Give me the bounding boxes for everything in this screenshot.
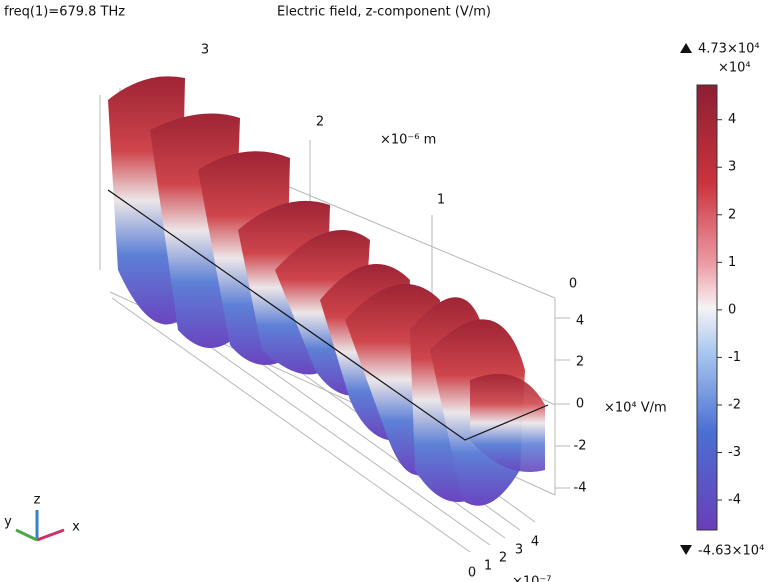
triad: z x y [4,493,80,542]
x-tick-label: 2 [499,551,507,566]
colorbar-tick-label: -2 [728,397,741,412]
colorbar-tick-label: 1 [728,255,736,270]
colorbar-unit: ×10⁴ [718,61,751,76]
colorbar-tick-label: 4 [728,112,736,127]
z-tick-label: 0 [576,397,584,412]
x-tick-label: 0 [468,566,476,581]
x-unit: ×10⁻⁷ [512,575,552,582]
colorbar-tick-label: -1 [728,350,741,365]
plot-title: Electric field, z-component (V/m) [277,5,491,20]
y-tick-label: 2 [316,115,324,130]
colorbar-min: -4.63×10⁴ [698,544,764,559]
z-unit: ×10⁴ V/m [604,401,667,416]
triad-z: z [34,493,41,508]
x-tick-label: 3 [515,543,523,558]
y-tick-label: 3 [201,43,209,58]
colorbar-ramp [696,84,718,531]
colorbar-tick-label: -3 [728,445,741,460]
z-tick-label: -2 [574,439,587,454]
x-tick-label: 4 [531,535,539,550]
z-tick-label: 2 [576,355,584,370]
colorbar: 4.73×10⁴ ×10⁴ -4.63×10⁴ -4 -3 -2 -1 0 1 2 3 4 [680,42,764,559]
min-marker [680,545,692,555]
field-surface [107,76,549,506]
z-tick-label: -4 [574,481,587,496]
triad-y: y [4,515,12,530]
y-unit: ×10⁻⁶ m [380,133,436,148]
x-tick-label: 1 [484,559,492,574]
triad-x: x [72,520,80,535]
y-tick-label: 0 [569,277,577,292]
freq-label: freq(1)=679.8 THz [4,5,125,20]
colorbar-tick-label: 0 [728,302,736,317]
colorbar-tick-label: -4 [728,493,741,508]
colorbar-max: 4.73×10⁴ [698,42,760,57]
colorbar-tick-label: 3 [728,160,736,175]
z-tick-label: 4 [576,314,584,329]
colorbar-tick-label: 2 [728,207,736,222]
y-tick-label: 1 [437,193,445,208]
max-marker [680,43,692,53]
